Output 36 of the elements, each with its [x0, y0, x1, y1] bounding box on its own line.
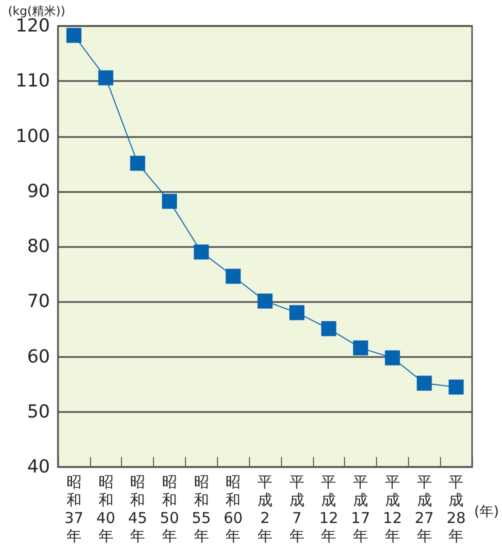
x-tick-label: 平成12年 — [319, 473, 338, 545]
y-tick-label: 80 — [27, 236, 50, 257]
point — [416, 376, 432, 391]
x-tick-label: 平成12年 — [382, 473, 402, 545]
point — [448, 380, 464, 395]
point — [98, 70, 114, 86]
x-tick-label: 平成27年 — [414, 473, 434, 545]
x-tick-label: 昭和40年 — [96, 473, 116, 545]
point — [321, 321, 336, 336]
x-tick-label: 昭和60年 — [224, 473, 243, 545]
x-axis-title: (年) — [474, 504, 500, 520]
y-tick-label: 70 — [27, 291, 50, 312]
point — [226, 268, 241, 284]
y-tick-label: 90 — [27, 180, 50, 202]
x-tick-label: 昭和45年 — [128, 473, 148, 545]
x-tick-label: 昭和50年 — [160, 473, 180, 545]
y-tick-label: 110 — [16, 70, 50, 92]
point — [258, 294, 273, 309]
x-tick-label: 平成28年 — [446, 473, 466, 545]
point — [353, 340, 368, 356]
point — [162, 194, 177, 209]
x-tick-label: 昭和37年 — [64, 473, 84, 545]
y-tick-label: 50 — [27, 401, 50, 422]
x-tick-label: 平成17年 — [351, 473, 370, 545]
x-tick-label: 平成7年 — [289, 473, 304, 545]
y-tick-label: 100 — [16, 126, 50, 147]
x-tick-label: 平成2年 — [258, 473, 273, 545]
y-tick-label: 60 — [27, 346, 50, 368]
point — [384, 350, 400, 366]
point — [130, 156, 146, 171]
x-tick-label: 昭和55年 — [192, 473, 211, 545]
y-tick-label: 40 — [27, 456, 50, 478]
point — [194, 244, 209, 260]
y-axis-title: (kg(精米)) — [8, 4, 66, 18]
point — [66, 28, 82, 43]
point — [289, 305, 304, 320]
